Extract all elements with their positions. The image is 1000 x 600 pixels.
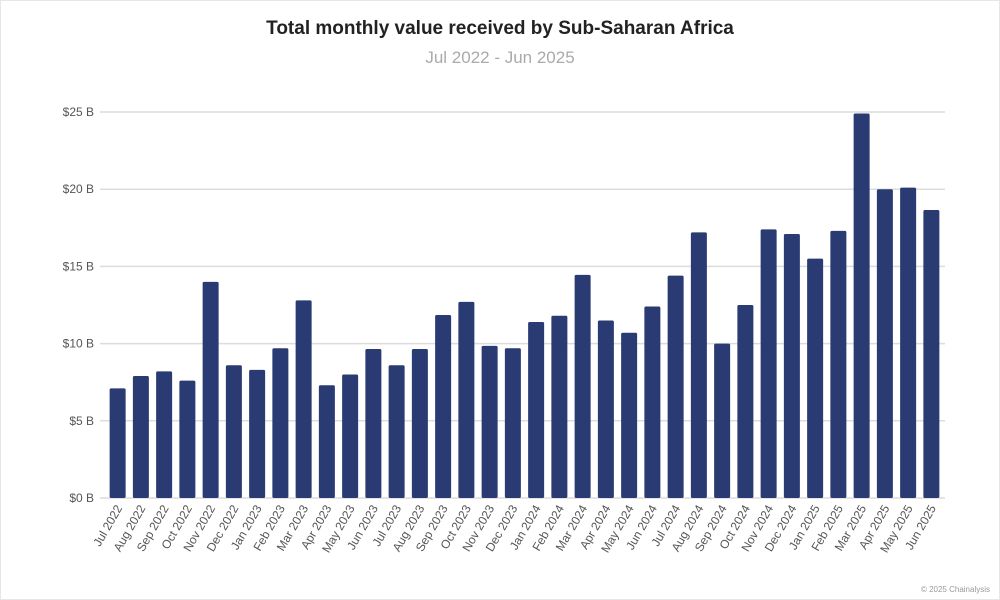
bar bbox=[249, 369, 266, 498]
bar bbox=[807, 258, 824, 498]
y-tick-label: $25 B bbox=[63, 105, 94, 119]
bar bbox=[667, 275, 684, 498]
bar bbox=[783, 233, 800, 498]
bar bbox=[876, 189, 893, 498]
bar bbox=[830, 230, 847, 498]
bar bbox=[272, 348, 289, 498]
bar bbox=[132, 376, 149, 498]
bar bbox=[737, 305, 754, 498]
y-tick-label: $5 B bbox=[69, 414, 94, 428]
bar bbox=[411, 349, 428, 498]
bar bbox=[621, 332, 638, 498]
bar bbox=[156, 371, 173, 498]
bar bbox=[644, 306, 661, 498]
bar bbox=[435, 315, 452, 498]
bar bbox=[109, 388, 126, 498]
bar bbox=[342, 374, 359, 498]
chart-subtitle: Jul 2022 - Jun 2025 bbox=[425, 48, 575, 67]
bar bbox=[481, 345, 498, 498]
bar bbox=[690, 232, 707, 498]
bar bbox=[504, 348, 521, 498]
bar bbox=[528, 321, 545, 498]
bar bbox=[225, 365, 242, 498]
bar bbox=[365, 349, 382, 498]
credit-text: © 2025 Chainalysis bbox=[920, 585, 990, 594]
chart-title: Total monthly value received by Sub-Saha… bbox=[266, 18, 734, 39]
bar bbox=[179, 380, 196, 498]
bar bbox=[900, 187, 917, 498]
bar bbox=[295, 300, 312, 498]
y-tick-label: $20 B bbox=[63, 182, 94, 196]
bar bbox=[714, 343, 731, 498]
bar bbox=[318, 385, 335, 498]
bar bbox=[853, 113, 870, 498]
bar bbox=[923, 210, 940, 498]
bar bbox=[202, 281, 219, 498]
bar bbox=[597, 320, 614, 498]
y-tick-label: $0 B bbox=[69, 491, 94, 505]
bar bbox=[760, 229, 777, 498]
bar bbox=[388, 365, 405, 498]
y-tick-label: $15 B bbox=[63, 259, 94, 273]
bar bbox=[574, 274, 591, 498]
bar bbox=[551, 315, 568, 498]
bar bbox=[458, 301, 475, 498]
y-tick-label: $10 B bbox=[63, 337, 94, 351]
